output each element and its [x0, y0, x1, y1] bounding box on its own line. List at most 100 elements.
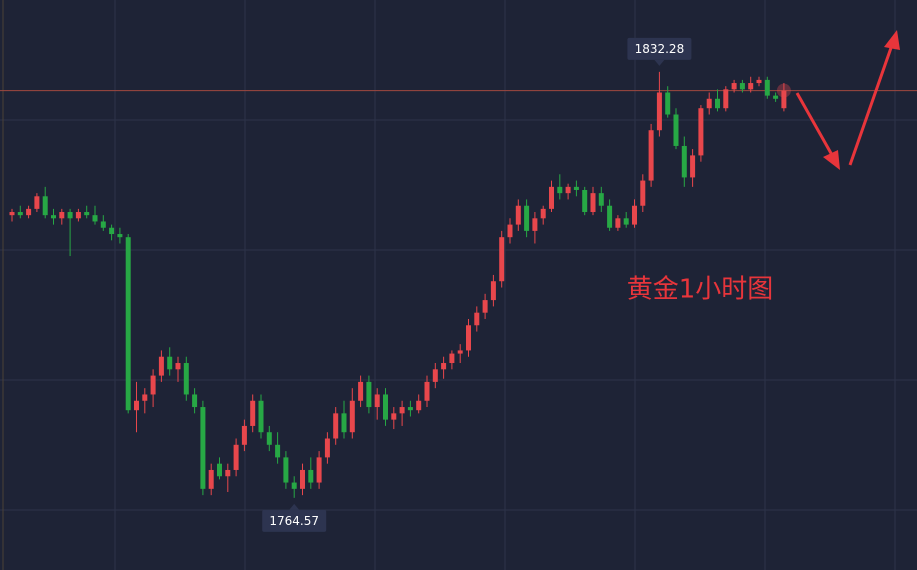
candle-body: [524, 205, 530, 231]
candle-body: [291, 482, 297, 489]
candle-body: [499, 237, 505, 282]
price-tag-pointer: [289, 503, 300, 510]
candle-body: [607, 205, 613, 228]
candle-body: [275, 444, 281, 458]
candle-body: [233, 444, 239, 470]
candle-body: [250, 400, 256, 426]
candle-body: [300, 469, 305, 489]
candle-body: [474, 312, 480, 326]
candle-body: [26, 208, 32, 216]
candle-body: [441, 363, 447, 370]
candle-body: [183, 363, 189, 395]
candle-body: [258, 400, 264, 433]
candle-body: [283, 457, 289, 483]
candle-body: [51, 215, 56, 219]
candle-body: [432, 369, 438, 382]
candle-body: [773, 95, 779, 99]
arrows: [795, 30, 900, 170]
candle-body: [764, 79, 770, 96]
candle-body: [67, 212, 73, 219]
arrow: [848, 44, 894, 166]
candle-body: [466, 325, 471, 351]
candle-body: [490, 281, 496, 301]
candle-body: [217, 463, 222, 477]
price-tag: [262, 509, 327, 532]
candle-body: [573, 186, 579, 190]
candle-body: [424, 381, 430, 401]
candle-body: [316, 457, 322, 483]
candle-body: [723, 89, 729, 109]
candle-body: [142, 394, 148, 401]
candle-body: [167, 356, 173, 370]
candle-body: [756, 79, 762, 84]
candle-body: [731, 83, 737, 90]
candle-body: [449, 353, 455, 364]
candle-body: [715, 98, 720, 109]
candle-body: [34, 196, 40, 209]
candle-body: [208, 469, 214, 489]
candle-body: [9, 212, 15, 216]
candle-body: [134, 400, 139, 411]
candle-body: [109, 227, 115, 235]
candle-body: [75, 212, 81, 219]
candle-body: [374, 394, 380, 408]
candle-body: [266, 432, 272, 445]
candle-body: [391, 413, 397, 420]
candle-body: [225, 469, 231, 477]
candle-body: [125, 237, 131, 411]
price-tag: [627, 37, 692, 60]
candle-body: [200, 407, 206, 489]
candle-body: [532, 218, 538, 231]
candle-body: [748, 83, 754, 90]
candle-body: [557, 186, 563, 194]
candle-body: [399, 407, 405, 414]
candle-body: [416, 400, 422, 411]
candle-body: [681, 145, 687, 178]
candle-body: [117, 234, 123, 238]
candle-body: [565, 186, 571, 194]
candle-body: [241, 425, 247, 445]
candle-body: [308, 469, 314, 483]
annotation: 黄金1小时图: [627, 275, 774, 305]
price-label: 1832.28: [635, 42, 685, 56]
candle-body: [366, 381, 372, 408]
candle-body: [690, 155, 696, 178]
candle-body: [158, 356, 164, 376]
candle-body: [656, 92, 662, 131]
candle-body: [781, 90, 787, 109]
candle-body: [17, 212, 23, 216]
candle-body: [706, 98, 712, 109]
candle-body: [673, 114, 679, 146]
candle-body: [632, 205, 637, 225]
candle-body: [549, 186, 554, 209]
candle-body: [515, 205, 521, 225]
arrow-head: [823, 150, 840, 170]
candle-body: [698, 108, 704, 156]
price-label: 1764.57: [269, 514, 319, 528]
plot: 1832.28 1764.57: [0, 37, 917, 532]
price-tag-pointer: [654, 59, 665, 66]
candle-body: [358, 381, 364, 401]
candle-body: [457, 350, 463, 354]
candle-body: [640, 180, 646, 206]
candle-body: [582, 190, 588, 213]
candle-body: [333, 413, 339, 439]
candle-body: [341, 413, 347, 433]
candle-body: [540, 208, 546, 219]
candle-body: [407, 407, 413, 411]
candle-body: [598, 193, 604, 206]
candle-body: [42, 196, 48, 216]
candle-body: [623, 218, 629, 225]
arrow: [795, 92, 834, 156]
candle-body: [324, 438, 330, 458]
arrow-head: [884, 30, 900, 50]
candle-body: [59, 212, 65, 219]
candle-body: [192, 394, 198, 408]
candle-body: [349, 400, 355, 433]
candle-body: [615, 218, 621, 228]
candle-body: [150, 375, 156, 395]
candle-body: [739, 83, 745, 90]
candle-body: [175, 363, 181, 370]
